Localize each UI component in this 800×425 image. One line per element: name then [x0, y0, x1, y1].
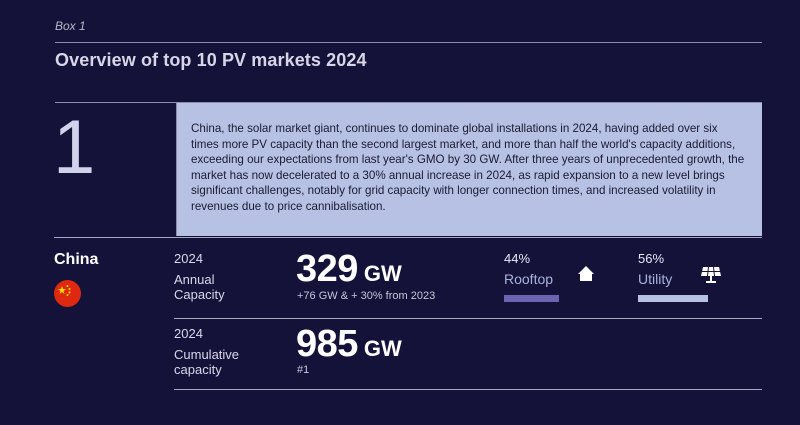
box-label: Box 1	[55, 19, 86, 33]
annual-value-number: 329	[296, 248, 358, 290]
utility-share: 56%	[638, 251, 665, 266]
rank-divider	[176, 103, 177, 236]
china-flag-icon	[54, 280, 81, 307]
title-rule-top	[55, 42, 762, 43]
annual-label-line2: Capacity	[174, 287, 225, 302]
section-rule-2	[174, 318, 762, 319]
section-rule-1	[54, 237, 762, 238]
solar-panel-icon	[701, 266, 721, 283]
rooftop-label: Rooftop	[504, 271, 554, 287]
title-rule-bottom	[55, 102, 762, 103]
cumulative-label-line1: Cumulative	[174, 347, 240, 362]
annual-change-note: +76 GW & + 30% from 2023	[297, 290, 436, 302]
utility-bar	[638, 295, 708, 302]
country-name: China	[54, 251, 99, 268]
cumulative-rank-note: #1	[297, 364, 310, 376]
cumulative-value-unit: GW	[363, 336, 402, 361]
annual-label-line1: Annual	[174, 272, 215, 287]
rooftop-share: 44%	[504, 251, 531, 266]
rank-number: 1	[53, 105, 96, 190]
page-title: Overview of top 10 PV markets 2024	[55, 50, 367, 70]
rooftop-bar	[504, 295, 559, 302]
annual-capacity-value: 329 GW	[296, 248, 402, 291]
market-description: China, the solar market giant, continues…	[177, 103, 762, 236]
section-rule-3	[174, 389, 762, 390]
annual-year: 2024	[174, 251, 203, 266]
cumulative-label-line2: capacity	[174, 362, 222, 377]
cumulative-capacity-value: 985 GW	[296, 323, 402, 366]
cumulative-value-number: 985	[296, 323, 358, 365]
cumulative-year: 2024	[174, 326, 203, 341]
annual-value-unit: GW	[363, 261, 402, 286]
utility-label: Utility	[638, 271, 673, 287]
house-icon	[578, 266, 594, 281]
